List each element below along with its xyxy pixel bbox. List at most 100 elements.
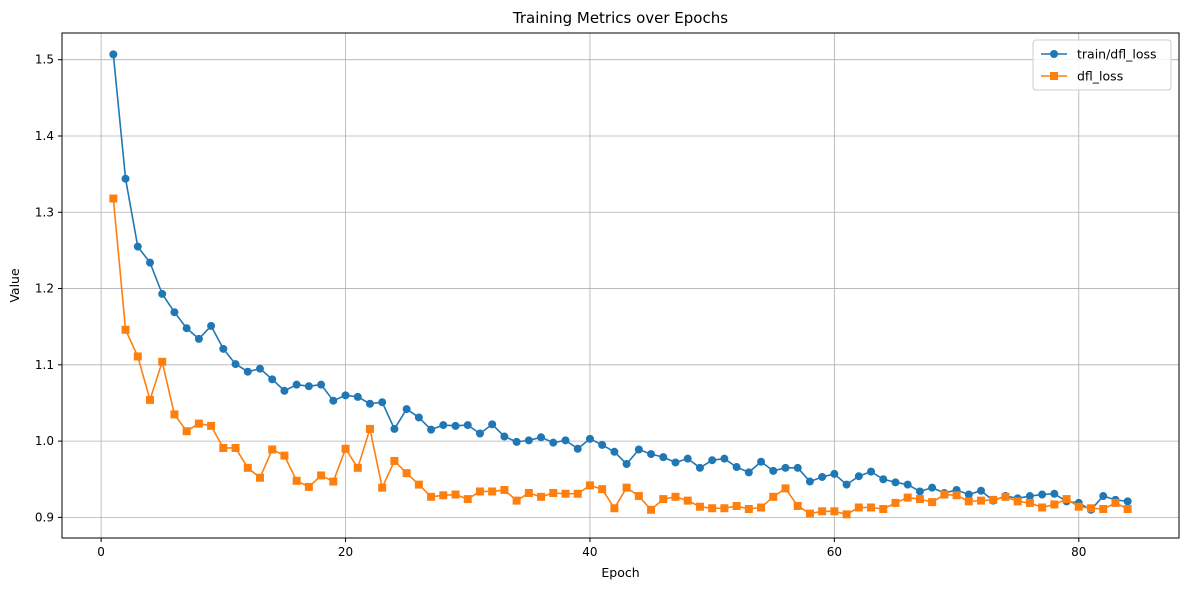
- data-point: [1013, 497, 1022, 506]
- data-point: [427, 425, 436, 434]
- data-point: [598, 440, 607, 449]
- data-point: [133, 352, 142, 361]
- data-point: [867, 467, 876, 476]
- x-tick-label: 60: [827, 545, 842, 559]
- data-point: [989, 495, 998, 504]
- data-point: [524, 436, 533, 445]
- data-point: [928, 483, 937, 492]
- data-point: [561, 436, 570, 445]
- data-point: [695, 463, 704, 472]
- data-point: [757, 503, 766, 512]
- data-point: [194, 419, 203, 428]
- data-point: [964, 497, 973, 506]
- data-point: [549, 488, 558, 497]
- data-point: [243, 367, 252, 376]
- data-point: [402, 405, 411, 414]
- data-point: [402, 469, 411, 478]
- data-point: [512, 496, 521, 505]
- data-point: [145, 395, 154, 404]
- data-point: [353, 463, 362, 472]
- data-point: [182, 427, 191, 436]
- data-point: [1050, 500, 1059, 509]
- data-point: [720, 454, 729, 463]
- legend-item: dfl_loss: [1041, 69, 1123, 84]
- data-point: [500, 432, 509, 441]
- data-point: [292, 476, 301, 485]
- data-point: [317, 471, 326, 480]
- series-layer: [109, 50, 1132, 519]
- x-tick-label: 20: [338, 545, 353, 559]
- data-point: [915, 495, 924, 504]
- data-point: [475, 429, 484, 438]
- y-tick-label: 0.9: [35, 510, 54, 524]
- data-point: [671, 458, 680, 467]
- data-point: [439, 491, 448, 500]
- data-point: [842, 510, 851, 519]
- data-point: [781, 463, 790, 472]
- x-tick-label: 80: [1071, 545, 1086, 559]
- axis-ticks: 0 20 40 60 80 0.9 1.0 1.1 1.2 1.3 1.4 1.5: [35, 53, 1087, 559]
- data-point: [964, 490, 973, 499]
- grid-lines: [62, 33, 1179, 538]
- data-point: [121, 174, 130, 183]
- data-point: [793, 501, 802, 510]
- data-point: [427, 492, 436, 501]
- data-point: [977, 496, 986, 505]
- legend-marker: [1050, 72, 1058, 80]
- legend: train/dfl_loss dfl_loss: [1032, 39, 1172, 91]
- data-point: [463, 421, 472, 430]
- data-point: [329, 396, 338, 405]
- data-point: [439, 421, 448, 430]
- data-point: [537, 433, 546, 442]
- data-point: [255, 473, 264, 482]
- data-point: [255, 364, 264, 373]
- series-train-dfl-loss: [109, 50, 1132, 514]
- data-point: [818, 507, 827, 516]
- data-point: [634, 445, 643, 454]
- data-point: [879, 475, 888, 484]
- data-point: [109, 50, 118, 59]
- data-point: [1038, 490, 1047, 499]
- data-point: [683, 496, 692, 505]
- data-point: [573, 489, 582, 498]
- series-dfl-loss: [109, 194, 1132, 519]
- data-point: [928, 498, 937, 507]
- data-point: [1038, 503, 1047, 512]
- data-point: [805, 509, 814, 518]
- data-point: [561, 489, 570, 498]
- data-point: [219, 344, 228, 353]
- data-point: [659, 453, 668, 462]
- data-point: [268, 445, 277, 454]
- data-point: [977, 486, 986, 495]
- legend-label: dfl_loss: [1077, 69, 1123, 84]
- data-point: [708, 456, 717, 465]
- data-point: [683, 454, 692, 463]
- data-point: [463, 495, 472, 504]
- data-point: [524, 488, 533, 497]
- data-point: [1123, 505, 1132, 514]
- data-point: [744, 468, 753, 477]
- y-tick-label: 1.0: [35, 434, 54, 448]
- data-point: [805, 477, 814, 486]
- y-tick-label: 1.3: [35, 205, 54, 219]
- data-point: [365, 399, 374, 408]
- legend-box: [1032, 39, 1172, 91]
- data-point: [647, 450, 656, 459]
- data-point: [158, 289, 167, 298]
- data-point: [952, 491, 961, 500]
- data-point: [744, 505, 753, 514]
- data-point: [512, 437, 521, 446]
- data-point: [659, 495, 668, 504]
- data-point: [915, 487, 924, 496]
- data-point: [830, 507, 839, 516]
- data-point: [182, 324, 191, 333]
- data-point: [598, 485, 607, 494]
- legend-label: train/dfl_loss: [1077, 47, 1157, 62]
- data-point: [341, 444, 350, 453]
- data-point: [243, 463, 252, 472]
- data-point: [194, 334, 203, 343]
- data-point: [830, 469, 839, 478]
- data-point: [378, 398, 387, 407]
- data-point: [207, 321, 216, 330]
